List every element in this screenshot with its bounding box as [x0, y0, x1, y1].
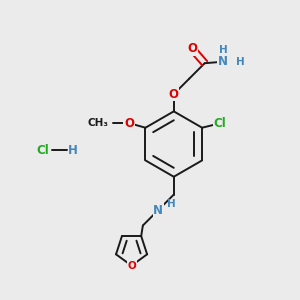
- Text: H: H: [219, 45, 228, 56]
- Text: H: H: [68, 143, 78, 157]
- Text: CH₃: CH₃: [87, 118, 108, 128]
- Text: H: H: [236, 57, 244, 67]
- Text: N: N: [153, 203, 163, 217]
- Text: Cl: Cl: [37, 143, 50, 157]
- Text: N: N: [218, 55, 228, 68]
- Text: Cl: Cl: [214, 117, 226, 130]
- Text: O: O: [124, 117, 134, 130]
- Text: H: H: [167, 199, 176, 209]
- Text: O: O: [169, 88, 179, 100]
- Text: O: O: [187, 42, 197, 56]
- Text: O: O: [127, 261, 136, 271]
